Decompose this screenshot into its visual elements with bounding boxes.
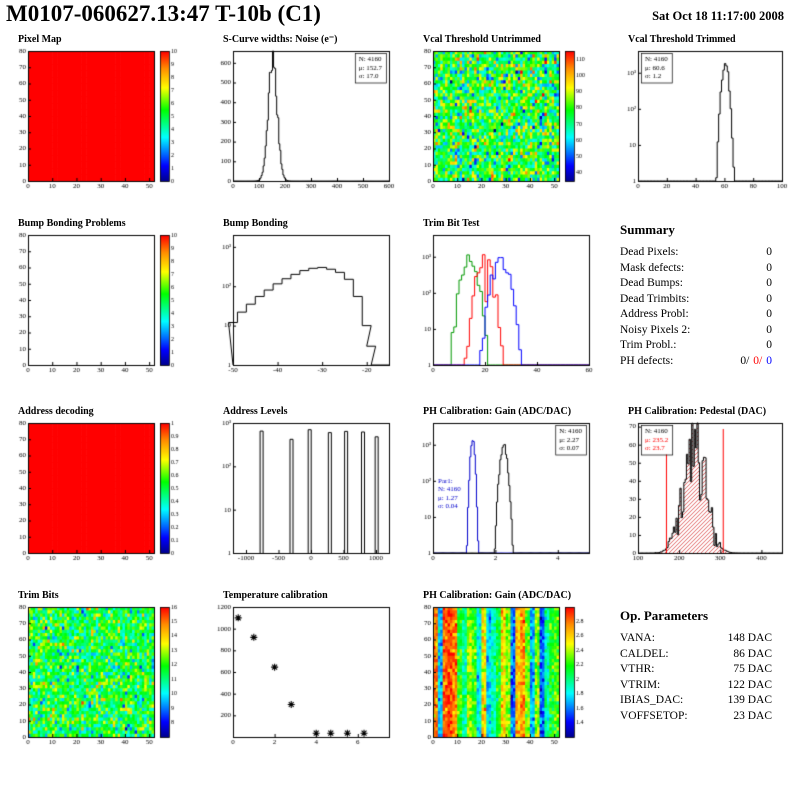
plot-title: PH Calibration: Gain (ADC/DAC) xyxy=(423,590,572,601)
ph-defects-blue: 0 xyxy=(766,354,772,367)
plot-title: Bump Bonding xyxy=(223,218,288,229)
pixel-map-canvas xyxy=(2,46,198,196)
address-decoding-canvas xyxy=(2,418,198,568)
summary-value: 0 xyxy=(766,277,772,289)
plot-address-decoding: Address decoding xyxy=(0,406,205,590)
plot-title: Temperature calibration xyxy=(223,590,328,601)
summary-row: Noisy Pixels 2: 0 xyxy=(620,323,772,339)
ph-defects-values: 0/0/0 xyxy=(736,354,772,370)
temperature-calibration-canvas xyxy=(207,602,399,752)
op-row: IBIAS_DAC: 139 DAC xyxy=(620,693,772,709)
ph-defects-red: 0/ xyxy=(753,354,763,367)
plot-trim-bit-test: Trim Bit Test xyxy=(405,218,610,402)
summary-label: Dead Trimbits: xyxy=(620,292,690,305)
op-row: VTHR: 75 DAC xyxy=(620,662,772,678)
summary-label: Mask defects: xyxy=(620,261,685,274)
summary-row-ph-defects: PH defects: 0/0/0 xyxy=(620,354,772,370)
plot-address-levels: Address Levels xyxy=(205,406,405,590)
plot-title: PH Calibration: Pedestal (DAC) xyxy=(628,406,767,417)
summary-row: Address Probl: 0 xyxy=(620,307,772,323)
bump-bonding-canvas xyxy=(207,230,399,380)
op-row: VANA: 148 DAC xyxy=(620,631,772,647)
trim-bits-canvas xyxy=(2,602,198,752)
summary-row: Mask defects: 0 xyxy=(620,261,772,277)
summary-panel: Summary Dead Pixels: 0 Mask defects: 0 Dea… xyxy=(610,218,796,406)
plot-title: Address Levels xyxy=(223,406,288,417)
summary-value: 0 xyxy=(766,261,772,274)
op-value: 122 DAC xyxy=(727,678,772,691)
summary-value: 0 xyxy=(766,246,772,258)
op-label: VTHR: xyxy=(620,663,655,675)
summary-label: Dead Bumps: xyxy=(620,277,683,289)
page-title: M0107-060627.13:47 T-10b (C1) xyxy=(6,1,321,26)
op-value: 86 DAC xyxy=(733,647,772,660)
summary-label: Noisy Pixels 2: xyxy=(620,323,691,336)
op-label: CALDEL: xyxy=(620,647,669,660)
ph-gain-hist-canvas xyxy=(407,418,599,568)
ph-defects-black: 0/ xyxy=(740,354,750,367)
page-header: M0107-060627.13:47 T-10b (C1) Sat Oct 18… xyxy=(0,0,796,34)
summary-value: 0 xyxy=(766,323,772,336)
summary-value: 0 xyxy=(766,339,772,351)
summary-value: 0 xyxy=(766,292,772,305)
plot-ph-gain-map: PH Calibration: Gain (ADC/DAC) xyxy=(405,590,610,774)
plot-title: Vcal Threshold Untrimmed xyxy=(423,34,541,45)
op-value: 139 DAC xyxy=(727,694,772,706)
summary-row: Dead Bumps: 0 xyxy=(620,276,772,292)
op-value: 148 DAC xyxy=(727,632,772,644)
plot-title: Vcal Threshold Trimmed xyxy=(628,34,736,45)
plot-temperature-calibration: Temperature calibration xyxy=(205,590,405,774)
plot-title: Trim Bit Test xyxy=(423,218,480,229)
plot-bump-bonding-problems: Bump Bonding Problems xyxy=(0,218,205,402)
address-levels-canvas xyxy=(207,418,399,568)
op-label: VOFFSETOP: xyxy=(620,709,688,722)
bump-bonding-problems-canvas xyxy=(2,230,198,380)
op-row: VOFFSETOP: 23 DAC xyxy=(620,709,772,725)
summary-row: Dead Trimbits: 0 xyxy=(620,292,772,308)
vcal-untrimmed-canvas xyxy=(407,46,603,196)
plot-vcal-threshold-trimmed: Vcal Threshold Trimmed xyxy=(610,34,796,218)
ph-gain-map-canvas xyxy=(407,602,603,752)
trim-bit-test-canvas xyxy=(407,230,599,380)
op-parameters-title: Op. Parameters xyxy=(620,608,709,623)
ph-pedestal-canvas xyxy=(612,418,792,568)
plot-title: S-Curve widths: Noise (e⁻) xyxy=(223,34,338,45)
summary-row: Dead Pixels: 0 xyxy=(620,245,772,261)
summary-row: Trim Probl.: 0 xyxy=(620,338,772,354)
summary-label: PH defects: xyxy=(620,354,674,367)
plot-scurve-noise: S-Curve widths: Noise (e⁻) xyxy=(205,34,405,218)
op-label: VTRIM: xyxy=(620,678,661,691)
plot-title: Trim Bits xyxy=(18,590,59,601)
op-value: 23 DAC xyxy=(733,709,772,722)
summary-label: Address Probl: xyxy=(620,308,689,320)
plot-title: PH Calibration: Gain (ADC/DAC) xyxy=(423,406,572,417)
summary-label: Dead Pixels: xyxy=(620,246,679,258)
plot-pixel-map: Pixel Map xyxy=(0,34,205,218)
plot-title: Bump Bonding Problems xyxy=(18,218,126,229)
plot-vcal-threshold-untrimmed: Vcal Threshold Untrimmed xyxy=(405,34,610,218)
op-value: 75 DAC xyxy=(733,663,772,675)
plot-grid: Pixel Map S-Curve widths: Noise (e⁻) Vca… xyxy=(0,34,796,792)
op-label: IBIAS_DAC: xyxy=(620,694,684,706)
summary-label: Trim Probl.: xyxy=(620,339,677,351)
plot-title: Address decoding xyxy=(18,406,94,417)
op-parameters-panel: Op. Parameters VANA: 148 DAC CALDEL: 86 DA… xyxy=(610,590,796,792)
summary-value: 0 xyxy=(766,308,772,320)
summary-title: Summary xyxy=(620,222,675,237)
plot-trim-bits: Trim Bits xyxy=(0,590,205,774)
plot-ph-gain-hist: PH Calibration: Gain (ADC/DAC) xyxy=(405,406,610,590)
op-row: CALDEL: 86 DAC xyxy=(620,647,772,663)
plot-bump-bonding: Bump Bonding xyxy=(205,218,405,402)
op-row: VTRIM: 122 DAC xyxy=(620,678,772,694)
plot-ph-pedestal: PH Calibration: Pedestal (DAC) xyxy=(610,406,796,590)
plot-title: Pixel Map xyxy=(18,34,62,45)
vcal-trimmed-canvas xyxy=(612,46,792,196)
timestamp: Sat Oct 18 11:17:00 2008 xyxy=(652,9,784,23)
op-label: VANA: xyxy=(620,632,655,644)
scurve-noise-canvas xyxy=(207,46,399,196)
